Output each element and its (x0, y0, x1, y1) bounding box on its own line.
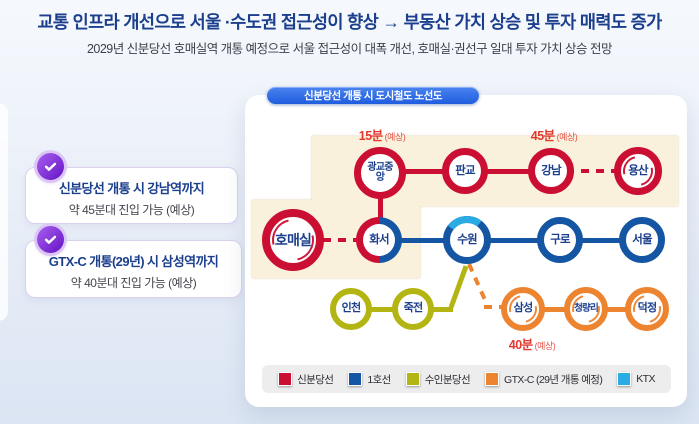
legend-item-blue: 1호선 (348, 372, 391, 387)
benefit-card-samseong: GTX-C 개통(29년) 시 삼성역까지 약 40분대 진입 가능 (예상) (25, 240, 242, 298)
line-suinbundang-incheon-jukjeon (351, 306, 413, 312)
station-seoul: 서울 (619, 217, 665, 263)
station-label: 호매실 (274, 231, 312, 248)
benefit-subtitle: 약 45분대 진입 가능 (예상) (68, 203, 195, 217)
station-label: 용산 (628, 164, 648, 177)
station-cheongnyangni: 청량리 (564, 287, 608, 331)
line-sinbundang-gangnam-yongsan-planned (551, 169, 638, 173)
station-label: 구로 (550, 233, 570, 246)
station-pangyo: 판교 (442, 148, 488, 194)
legend-label: GTX-C (29년 개통 예정) (504, 373, 603, 386)
legend-item-orange: GTX-C (29년 개통 예정) (485, 372, 603, 387)
benefit-card-gangnam: 신분당선 개통 시 강남역까지 약 45분대 진입 가능 (예상) (25, 167, 238, 224)
benefit-title: 신분당선 개통 시 강남역까지 (58, 181, 205, 196)
station-label: 광교중앙 (367, 161, 393, 183)
map-title-badge: 신분당선 개통 시 도시철도 노선도 (267, 87, 479, 104)
legend-label: 수인분당선 (424, 373, 471, 386)
legend-swatch-icon (485, 372, 500, 386)
station-label: 서울 (632, 233, 652, 246)
legend-label: 1호선 (367, 373, 391, 386)
line-sinbundang-homaesil-hwaseo-planned (293, 238, 379, 242)
station-label: 덕정 (637, 302, 657, 315)
station-gwanggyo_jungang: 광교중앙 (354, 147, 406, 199)
legend-swatch-icon (348, 372, 363, 386)
station-jukjeon: 죽전 (392, 288, 434, 330)
station-gangnam: 강남 (528, 148, 574, 194)
legend-item-red: 신분당선 (278, 372, 334, 387)
line-gtxc-samseong-cheongnyangni (523, 306, 586, 312)
legend-item-olive: 수인분당선 (405, 372, 471, 387)
station-label: 죽전 (403, 302, 423, 315)
legend: 신분당선 1호선 수인분당선 GTX-C (29년 개통 예정) KTX (262, 365, 671, 393)
line-sinbundang-gwanggyo-hwaseo (377, 173, 383, 240)
legend-swatch-icon (617, 372, 632, 386)
station-label: 청량리 (574, 303, 599, 315)
legend-item-ktx: KTX (617, 372, 655, 386)
check-icon (37, 153, 64, 180)
line-gtxc-cheongnyangni-deokjeong (586, 306, 647, 312)
time-label-40min: 40분 (예상) (508, 338, 556, 352)
check-icon (37, 226, 64, 253)
station-label: 수원 (457, 233, 477, 246)
station-guro: 구로 (537, 217, 583, 263)
station-deokjeong: 덕정 (625, 287, 669, 331)
header: 교통 인프라 개선으로 서울 ·수도권 접근성이 향상 → 부동산 가치 상승 … (0, 12, 699, 57)
station-incheon: 인천 (330, 288, 372, 330)
station-label: 판교 (455, 164, 475, 177)
station-samseong: 삼성 (501, 287, 545, 331)
legend-swatch-icon (405, 372, 420, 386)
line-sinbundang-pangyo-gangnam (465, 168, 551, 174)
left-panel-decoration (0, 103, 8, 321)
line-1-hwaseo-seoul (379, 237, 642, 243)
benefit-title: GTX-C 개통(29년) 시 삼성역까지 (48, 254, 219, 269)
station-label: 강남 (541, 164, 561, 177)
station-suwon: 수원 (439, 212, 495, 268)
benefit-subtitle: 약 40분대 진입 가능 (예상) (70, 276, 197, 290)
time-label-45min: 45분 (예상) (530, 129, 578, 143)
time-label-15min: 15분 (예상) (358, 129, 406, 143)
station-homaesil: 호매실 (262, 209, 324, 271)
page-subtitle: 2029년 신분당선 호매실역 개통 예정으로 서울 접근성이 대폭 개선, 호… (86, 41, 613, 56)
station-label: 인천 (341, 302, 361, 315)
line-sinbundang-gwanggyo-pangyo (380, 168, 465, 174)
station-yongsan: 용산 (614, 147, 662, 195)
legend-label: KTX (636, 373, 655, 385)
legend-label: 신분당선 (297, 373, 334, 386)
legend-swatch-icon (278, 372, 293, 386)
station-label: 화서 (369, 233, 389, 246)
page-title: 교통 인프라 개선으로 서울 ·수도권 접근성이 향상 → 부동산 가치 상승 … (37, 12, 662, 32)
station-hwaseo: 화서 (356, 217, 402, 263)
station-label: 삼성 (513, 302, 533, 315)
